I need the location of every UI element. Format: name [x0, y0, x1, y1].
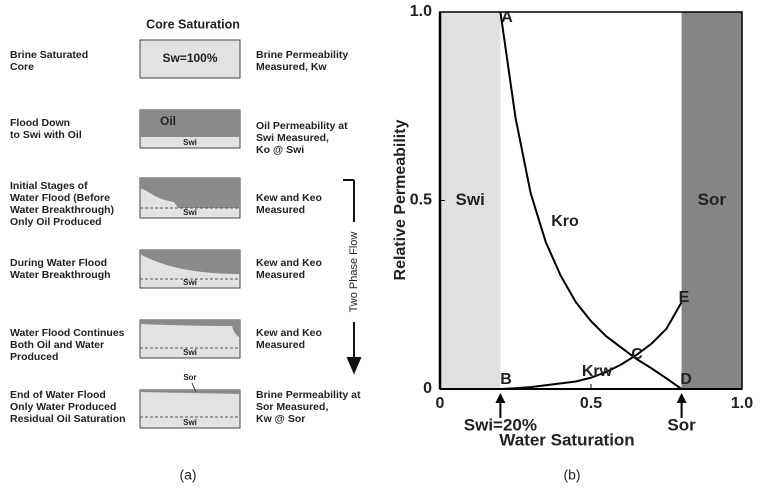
point-label: D — [680, 371, 692, 388]
row-description: Water Flood (Before — [10, 192, 110, 204]
row-description: Flood Down — [10, 117, 70, 129]
sor-pointer — [191, 382, 197, 393]
row-description: to Swi with Oil — [10, 129, 82, 141]
box-label: Swi — [183, 348, 197, 357]
measurement: Kew and Keo — [256, 192, 322, 204]
caption: (a) — [179, 467, 196, 483]
measurement: Kew and Keo — [256, 257, 322, 269]
y-tick-label: 0.5 — [410, 192, 432, 209]
curve-label: Kro — [551, 213, 579, 230]
measurement: Oil Permeability at — [256, 120, 348, 132]
box-label: Swi — [183, 208, 197, 217]
row-description: Water Breakthrough) — [10, 204, 114, 216]
row-description: During Water Flood — [10, 257, 107, 269]
row-description: Residual Oil Saturation — [10, 413, 126, 425]
point-label: A — [501, 9, 513, 26]
measurement: Ko @ Swi — [256, 144, 304, 156]
measurement: Swi Measured, — [256, 132, 329, 144]
region-label: Swi — [456, 190, 485, 209]
label-backdrop — [346, 222, 362, 322]
measurement: Kew and Keo — [256, 327, 322, 339]
row-description: Core — [10, 61, 34, 73]
annotation: Sor — [667, 415, 696, 434]
measurement: Brine Permeability at — [256, 389, 361, 401]
core-boxes — [139, 39, 241, 429]
curve — [499, 11, 683, 390]
core-box — [139, 319, 241, 359]
row-description: Initial Stages of — [10, 180, 88, 192]
box-label: Oil — [160, 114, 176, 128]
flow-label: Two Phase Flow — [348, 232, 360, 313]
row-description: Only Water Produced — [10, 401, 116, 413]
x-tick-label: 0 — [436, 395, 445, 412]
x-tick-label: 1.0 — [731, 395, 753, 412]
point-label: E — [679, 289, 690, 306]
oil-zone — [140, 110, 240, 137]
box-label: Sw=100% — [162, 51, 217, 65]
measurement: Kw @ Sor — [256, 413, 305, 425]
measurement: Measured — [256, 204, 305, 216]
row-description: Water Flood Continues — [10, 327, 125, 339]
swi-lines — [140, 207, 240, 418]
curve-label: Krw — [582, 363, 613, 380]
arrow-head — [346, 357, 362, 375]
row-description: Water Breakthrough — [10, 269, 111, 281]
box-label: Swi — [183, 138, 197, 147]
box-label: Sor — [183, 373, 196, 382]
annotation: Swi=20% — [464, 415, 537, 434]
measurement: Measured — [256, 269, 305, 281]
caption: (b) — [563, 467, 580, 483]
curve — [500, 301, 683, 390]
y-tick-label: 1.0 — [410, 3, 432, 20]
region-label: Sor — [698, 190, 727, 209]
box-label: Swi — [183, 278, 197, 287]
row-description: Both Oil and Water — [10, 339, 104, 351]
x-tick-label: 0.5 — [580, 395, 602, 412]
region — [681, 12, 742, 389]
oil-zone — [140, 390, 240, 394]
row-description: End of Water Flood — [10, 389, 106, 401]
measurement: Measured, Kw — [256, 61, 327, 73]
row-description: Only Oil Produced — [10, 216, 102, 228]
row-description: Brine Saturated — [10, 49, 88, 61]
oil-zone — [140, 178, 240, 208]
region — [440, 12, 501, 389]
core-box — [139, 39, 241, 79]
x-axis-title: Water Saturation — [499, 430, 634, 449]
annotation-arrowhead — [495, 393, 506, 403]
point-label: B — [500, 371, 512, 388]
diagram-header: Core Saturation — [146, 17, 240, 31]
y-axis-title: Relative Permeability — [392, 119, 409, 280]
y-tick-label: 0 — [423, 380, 432, 397]
oil-zone — [140, 250, 240, 274]
measurement: Brine Permeability — [256, 49, 348, 61]
annotation-arrowhead — [676, 393, 687, 403]
row-description: Produced — [10, 351, 58, 363]
measurement: Sor Measured, — [256, 401, 328, 413]
measurement: Measured — [256, 339, 305, 351]
point-label: C — [631, 346, 643, 363]
box-label: Swi — [183, 418, 197, 427]
oil-zone — [140, 320, 240, 338]
